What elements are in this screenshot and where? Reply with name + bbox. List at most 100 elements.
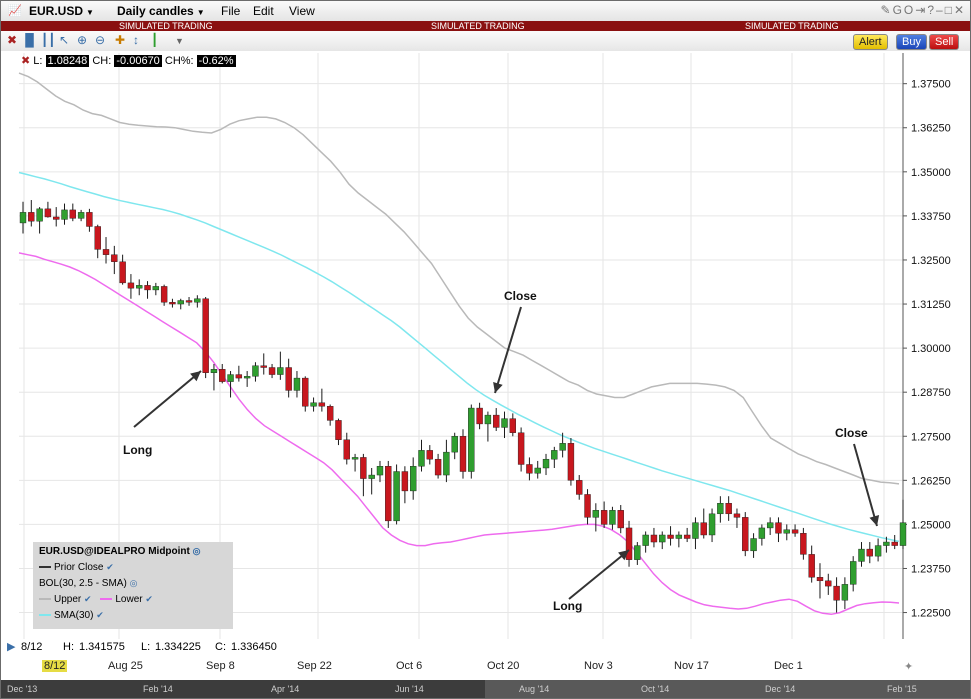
check-icon[interactable]: ✔ xyxy=(145,594,153,604)
candle-body xyxy=(825,580,832,587)
date-axis: 8/12 Aug 25 Sep 8 Sep 22 Oct 6 Oct 20 No… xyxy=(1,656,970,678)
candle-body xyxy=(634,545,641,560)
last-value: 1.08248 xyxy=(45,55,90,67)
candle-body xyxy=(376,466,384,476)
expand-icon[interactable]: ▶ xyxy=(7,641,16,653)
period-selector[interactable]: Daily candles ▼ xyxy=(117,4,205,18)
bar-chart-icon[interactable]: ▐▌ xyxy=(21,33,39,47)
candle-body xyxy=(841,584,849,601)
candle-body xyxy=(61,209,68,220)
indicator-icon[interactable]: ↕ xyxy=(133,33,139,47)
overview-window[interactable] xyxy=(485,680,970,698)
candle-body xyxy=(742,517,749,552)
help-icon[interactable]: ? xyxy=(927,3,936,17)
close-icon[interactable]: ✖ xyxy=(21,55,31,67)
change-value: -0.00670 xyxy=(114,55,162,67)
scroll-right-icon[interactable]: ✦ xyxy=(904,661,914,673)
candle-body xyxy=(227,374,234,382)
symbol-selector[interactable]: EUR.USD ▼ xyxy=(29,4,94,18)
dropdown-icon[interactable]: ▼ xyxy=(175,36,184,46)
pointer-icon[interactable]: ↖ xyxy=(59,33,70,47)
sell-button[interactable]: Sell xyxy=(929,34,960,50)
candle-body xyxy=(318,402,326,407)
menu-edit[interactable]: Edit xyxy=(253,4,274,18)
check-icon[interactable]: ✔ xyxy=(106,562,114,572)
candle-body xyxy=(443,451,450,476)
legend-upper[interactable]: Upper ✔ Lower ✔ xyxy=(39,594,153,605)
candle-body xyxy=(28,212,35,222)
candle-body xyxy=(576,480,583,495)
price-label: 1.28750 xyxy=(911,387,951,399)
bar-chart-icon[interactable]: ┃┃ xyxy=(41,33,56,47)
candle-body xyxy=(335,420,342,440)
minimize-icon[interactable]: – xyxy=(936,3,945,17)
candle-body xyxy=(800,533,807,555)
line-swatch xyxy=(100,598,113,601)
high-label: H: xyxy=(63,641,74,653)
legend-label: Lower xyxy=(115,594,143,605)
close-icon[interactable]: ✕ xyxy=(953,3,966,17)
candle-body xyxy=(202,298,209,373)
legend-title-text: EUR.USD@IDEALPRO Midpoint xyxy=(39,546,190,557)
annotation-long-1: Long xyxy=(123,443,153,457)
legend-prior-close[interactable]: Prior Close ✔ xyxy=(39,562,114,573)
chevron-down-icon: ▼ xyxy=(86,8,94,17)
settings-icon[interactable]: ◎ xyxy=(129,578,138,588)
legend-title: EUR.USD@IDEALPRO Midpoint ◎ xyxy=(39,546,201,557)
menu-file[interactable]: File xyxy=(221,4,241,18)
buy-button[interactable]: Buy xyxy=(896,34,927,50)
candle-body xyxy=(891,541,898,546)
candle-body xyxy=(766,522,774,529)
alert-button[interactable]: Alert xyxy=(853,34,888,50)
candle-body xyxy=(493,414,500,428)
zoom-out-icon[interactable]: ⊖ xyxy=(95,33,106,47)
candle-body xyxy=(410,466,417,492)
candle-body xyxy=(401,471,409,492)
candle-type-icon[interactable]: ┃ xyxy=(151,33,159,47)
maximize-icon[interactable]: □ xyxy=(944,3,954,17)
zoom-in-icon[interactable]: ⊕ xyxy=(77,33,88,47)
group-icon[interactable]: GO xyxy=(892,3,916,17)
legend-bollinger[interactable]: BOL(30, 2.5 - SMA) ◎ xyxy=(39,578,137,589)
overview-label: Feb '15 xyxy=(887,684,917,694)
price-label: 1.23750 xyxy=(911,563,951,575)
price-label: 1.31250 xyxy=(911,299,951,311)
settings-icon[interactable]: ◎ xyxy=(192,546,201,556)
menu-view[interactable]: View xyxy=(289,4,315,18)
candle-body xyxy=(609,510,616,525)
link-icon[interactable]: ✎ xyxy=(880,3,893,17)
arrow-long-2 xyxy=(568,549,630,600)
pin-icon[interactable]: ⇥ xyxy=(915,3,928,17)
candle-body xyxy=(675,534,683,539)
candle-body xyxy=(509,418,516,433)
line-swatch xyxy=(39,598,51,601)
change-percent-value: -0.62% xyxy=(196,55,236,67)
window-controls: ✎GO⇥?–□✕ xyxy=(881,3,966,17)
candle-body xyxy=(484,414,492,425)
candle-body xyxy=(700,522,707,536)
crosshair-icon[interactable]: ✚ xyxy=(115,33,126,47)
simulated-trading-banner: SIMULATED TRADING SIMULATED TRADING SIMU… xyxy=(1,21,970,31)
candle-body xyxy=(783,529,790,534)
date-label: Sep 22 xyxy=(297,660,332,672)
check-icon[interactable]: ✔ xyxy=(96,610,104,620)
close-icon[interactable]: ✖ xyxy=(7,33,18,47)
price-chart[interactable]: 1.37500 1.36250 1.35000 1.33750 1.32500 1.312… xyxy=(1,51,970,639)
date-label: Oct 6 xyxy=(396,660,423,672)
last-label: L: xyxy=(33,55,43,67)
check-icon[interactable]: ✔ xyxy=(84,594,92,604)
arrow-close-2 xyxy=(853,443,878,527)
low-value: 1.334225 xyxy=(155,641,201,653)
overview-label: Apr '14 xyxy=(271,684,300,694)
price-label: 1.22500 xyxy=(911,608,951,620)
price-label: 1.27500 xyxy=(911,431,951,443)
overview-scroller[interactable]: Dec '13 Feb '14 Apr '14 Jun '14 Aug '14 … xyxy=(1,680,970,698)
date-label: Dec 1 xyxy=(774,660,803,672)
candle-body xyxy=(708,513,716,536)
price-label: 1.35000 xyxy=(911,167,951,179)
legend-sma[interactable]: SMA(30) ✔ xyxy=(39,610,104,621)
candle-body xyxy=(642,534,649,546)
candle-body xyxy=(899,522,907,546)
candle-body xyxy=(418,450,425,467)
candle-body xyxy=(816,577,824,582)
